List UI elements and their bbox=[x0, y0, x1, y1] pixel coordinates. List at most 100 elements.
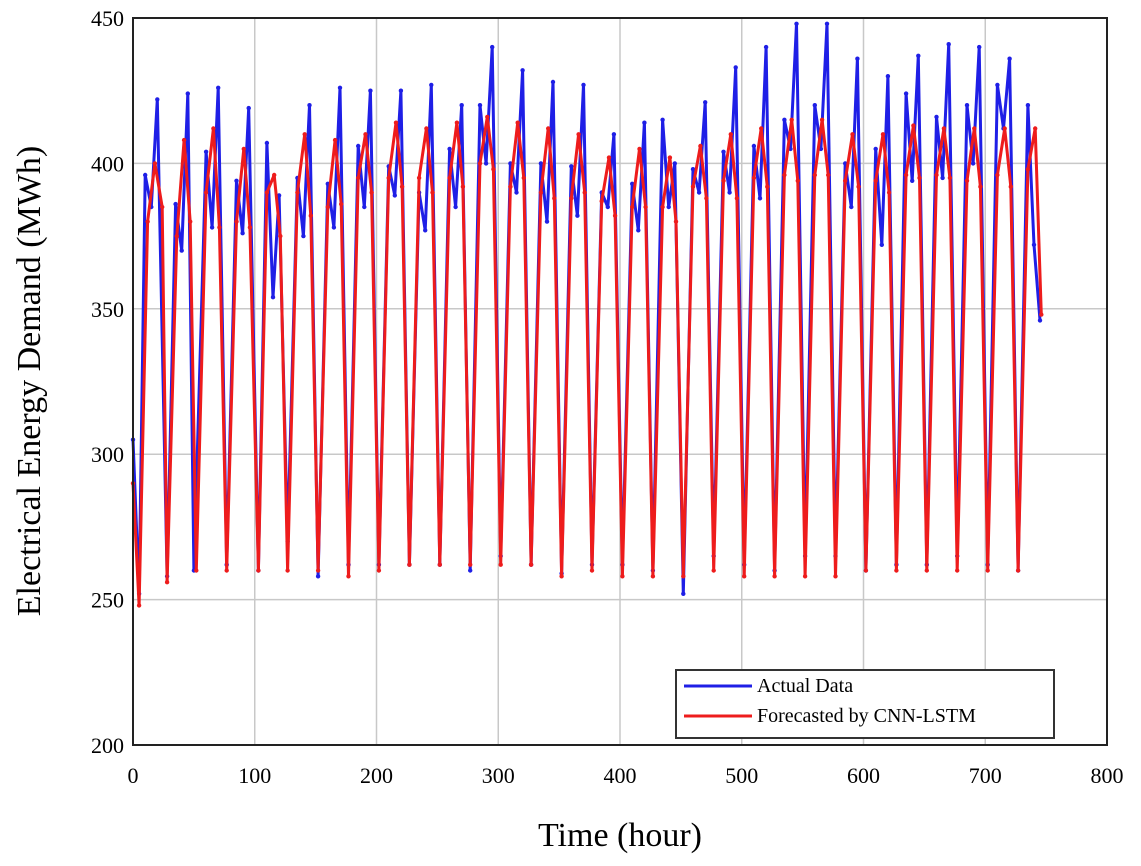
data-point-forecast bbox=[1039, 312, 1044, 317]
data-point-forecast bbox=[437, 562, 442, 567]
y-tick-label: 350 bbox=[91, 297, 124, 322]
x-tick-label: 400 bbox=[604, 763, 637, 788]
data-point-actual bbox=[514, 190, 519, 195]
data-point-forecast bbox=[637, 146, 642, 152]
data-point-forecast bbox=[978, 184, 983, 189]
data-point-forecast bbox=[491, 167, 496, 172]
data-point-forecast bbox=[582, 190, 587, 195]
data-point-actual bbox=[447, 146, 452, 152]
data-point-forecast bbox=[856, 184, 861, 189]
data-point-actual bbox=[916, 53, 921, 58]
data-point-actual bbox=[995, 82, 1000, 88]
data-point-forecast bbox=[188, 219, 193, 224]
x-tick-label: 0 bbox=[128, 763, 139, 788]
data-point-forecast bbox=[765, 184, 770, 189]
data-point-actual bbox=[681, 591, 686, 596]
x-tick-label: 200 bbox=[360, 763, 393, 788]
y-axis-title: Electrical Energy Demand (MWh) bbox=[11, 146, 48, 616]
data-point-forecast bbox=[789, 117, 794, 123]
data-point-actual bbox=[977, 44, 982, 50]
data-point-forecast bbox=[152, 161, 158, 166]
data-point-forecast bbox=[819, 117, 825, 123]
data-point-forecast bbox=[217, 225, 222, 230]
data-point-actual bbox=[575, 213, 580, 218]
series-layer bbox=[130, 21, 1044, 608]
data-point-actual bbox=[605, 204, 610, 210]
data-point-forecast bbox=[995, 172, 1000, 178]
data-point-forecast bbox=[873, 178, 878, 183]
data-point-actual bbox=[240, 231, 245, 236]
data-point-forecast bbox=[194, 568, 199, 573]
legend: Actual Data Forecasted by CNN-LSTM bbox=[675, 669, 1055, 739]
data-point-forecast bbox=[363, 132, 368, 137]
data-point-forecast bbox=[599, 199, 604, 204]
data-point-forecast bbox=[447, 175, 452, 181]
data-point-forecast bbox=[346, 574, 351, 579]
data-point-forecast bbox=[782, 172, 787, 178]
data-point-forecast bbox=[272, 172, 277, 178]
data-point-actual bbox=[581, 82, 586, 88]
data-point-forecast bbox=[833, 574, 838, 579]
data-point-forecast bbox=[460, 184, 466, 189]
data-point-forecast bbox=[416, 175, 422, 181]
data-point-forecast bbox=[612, 213, 618, 218]
y-tick-label: 450 bbox=[91, 6, 124, 31]
legend-box bbox=[675, 669, 1055, 739]
data-point-actual bbox=[483, 161, 489, 166]
data-point-actual bbox=[453, 204, 458, 210]
x-tick-label: 800 bbox=[1091, 763, 1124, 788]
data-point-forecast bbox=[751, 175, 757, 181]
data-point-forecast bbox=[917, 175, 922, 181]
plot-frame bbox=[132, 17, 1108, 746]
data-point-forecast bbox=[620, 574, 625, 579]
data-point-forecast bbox=[559, 574, 564, 579]
data-point-actual bbox=[636, 228, 641, 233]
data-point-actual bbox=[569, 164, 574, 169]
data-point-forecast bbox=[742, 574, 747, 579]
data-point-forecast bbox=[477, 161, 483, 166]
data-point-actual bbox=[696, 190, 702, 195]
data-point-forecast bbox=[1033, 126, 1038, 131]
data-point-actual bbox=[550, 79, 556, 85]
data-point-forecast bbox=[759, 126, 764, 131]
data-point-forecast bbox=[894, 568, 899, 573]
data-point-forecast bbox=[241, 146, 246, 152]
data-point-forecast bbox=[538, 190, 544, 195]
data-point-forecast bbox=[356, 175, 361, 181]
data-point-forecast bbox=[911, 123, 916, 128]
data-point-forecast bbox=[160, 204, 165, 210]
data-point-actual bbox=[468, 568, 473, 573]
data-point-forecast bbox=[955, 568, 960, 573]
data-point-forecast bbox=[698, 143, 703, 149]
data-point-actual bbox=[940, 175, 945, 181]
data-point-forecast bbox=[145, 219, 150, 224]
x-tick-label: 300 bbox=[482, 763, 515, 788]
data-point-forecast bbox=[181, 137, 187, 143]
data-point-actual bbox=[751, 143, 757, 149]
data-point-forecast bbox=[485, 114, 490, 120]
data-point-forecast bbox=[454, 120, 460, 125]
data-point-forecast bbox=[886, 190, 892, 195]
data-point-forecast bbox=[576, 132, 581, 137]
data-point-actual bbox=[301, 233, 306, 239]
data-point-forecast bbox=[386, 175, 391, 181]
x-tick-label: 600 bbox=[847, 763, 880, 788]
data-point-actual bbox=[812, 103, 817, 108]
data-point-forecast bbox=[704, 196, 709, 201]
data-point-forecast bbox=[308, 213, 313, 218]
data-point-actual bbox=[885, 74, 891, 79]
data-point-forecast bbox=[424, 126, 429, 131]
data-point-forecast bbox=[203, 190, 209, 195]
data-point-forecast bbox=[528, 562, 534, 567]
data-point-forecast bbox=[376, 568, 382, 573]
data-point-actual bbox=[234, 178, 239, 183]
data-point-forecast bbox=[826, 172, 831, 178]
data-point-actual bbox=[1037, 318, 1043, 323]
data-point-forecast bbox=[606, 155, 612, 160]
data-point-forecast bbox=[802, 574, 808, 579]
data-point-actual bbox=[630, 181, 635, 186]
data-point-forecast bbox=[295, 190, 300, 195]
data-point-forecast bbox=[681, 574, 686, 579]
data-point-forecast bbox=[1015, 568, 1021, 573]
data-point-forecast bbox=[393, 120, 399, 125]
